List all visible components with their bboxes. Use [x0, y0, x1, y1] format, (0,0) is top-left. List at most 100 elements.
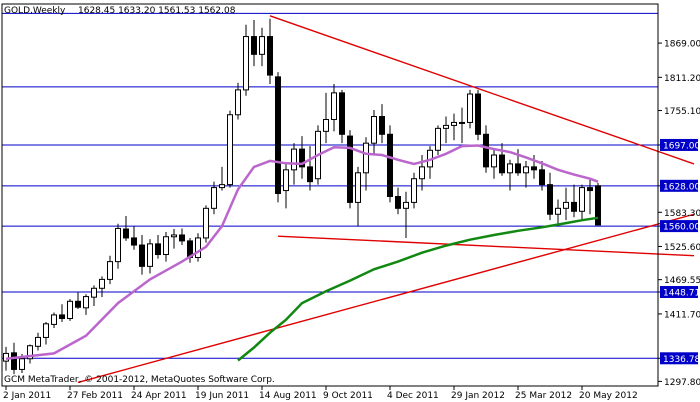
candle-body — [51, 314, 57, 325]
y-tick-label: 1560.00 — [663, 223, 700, 233]
y-level-box — [660, 220, 698, 233]
candle-body — [155, 243, 161, 256]
candle-body — [443, 124, 449, 129]
moving-averages — [5, 144, 599, 362]
candle-body — [251, 36, 257, 55]
x-tick-label: 9 Oct 2011 — [323, 391, 373, 401]
candle-body — [475, 93, 481, 135]
candle-body — [515, 163, 521, 174]
y-level-box — [660, 286, 698, 299]
trendlines — [77, 15, 695, 384]
candle-body — [59, 314, 65, 319]
x-tick-label: 4 Dec 2011 — [387, 391, 439, 401]
candle-body — [307, 166, 313, 183]
y-level-box — [660, 352, 698, 365]
candle-body — [595, 185, 601, 226]
candle-body — [451, 121, 457, 126]
y-tick-label: 1469.55 — [664, 276, 700, 286]
candle-body — [331, 92, 337, 120]
trendline — [269, 15, 695, 165]
y-tick-label: 1525.60 — [664, 243, 700, 253]
y-tick-label: 1411.70 — [664, 310, 700, 320]
x-tick-label: 29 Jan 2012 — [451, 391, 505, 401]
candle-body — [91, 287, 97, 298]
candle-body — [227, 114, 233, 186]
y-tick-label: 1448.71 — [663, 289, 700, 299]
horizontal-levels — [2, 12, 658, 359]
candle-body — [291, 148, 297, 171]
candle-body — [587, 187, 593, 192]
y-tick-label: 1628.00 — [663, 182, 700, 192]
candle-body — [467, 93, 473, 123]
moving-average-purple — [5, 144, 599, 361]
candle-body — [179, 234, 185, 242]
candle-body — [579, 187, 585, 212]
candle-body — [379, 116, 385, 135]
moving-average-green — [237, 216, 599, 362]
candle-body — [339, 92, 345, 135]
candle-body — [459, 121, 465, 124]
candle-body — [363, 142, 369, 174]
candle-body — [131, 237, 137, 246]
candle-body — [507, 163, 513, 174]
candle-body — [107, 261, 113, 280]
candle-body — [419, 166, 425, 180]
candle-body — [43, 323, 49, 338]
candle-body — [235, 89, 241, 116]
candle-body — [523, 166, 529, 174]
candle-body — [483, 133, 489, 168]
candle-body — [547, 184, 553, 215]
candle-body — [355, 172, 361, 203]
y-level-box — [660, 138, 698, 151]
y-tick-label: 1297.80 — [664, 378, 700, 388]
candles — [3, 18, 601, 375]
ohlc-readout: 1628.45 1633.20 1561.53 1562.08 — [78, 6, 236, 16]
chart-title: GOLD,Weekly — [4, 6, 66, 16]
candle-body — [219, 184, 225, 189]
candle-body — [3, 352, 9, 362]
candle-body — [203, 207, 209, 239]
y-tick-label: 1336.78 — [663, 355, 700, 365]
candle-body — [411, 178, 417, 203]
candle-body — [211, 187, 217, 209]
candle-body — [371, 116, 377, 144]
candle-body — [67, 300, 73, 319]
candle-body — [115, 227, 121, 263]
candle-body — [571, 201, 577, 212]
y-level-box — [660, 179, 698, 192]
candle-body — [267, 36, 273, 76]
candle-body — [531, 166, 537, 171]
candle-body — [403, 201, 409, 209]
candle-body — [323, 118, 329, 132]
candle-body — [259, 36, 265, 55]
candle-body — [395, 195, 401, 209]
candle-body — [195, 237, 201, 258]
candle-body — [75, 300, 81, 308]
x-tick-label: 14 Aug 2011 — [259, 391, 317, 401]
candle-body — [19, 358, 25, 370]
copyright-text: GCM MetaTrader, © 2001-2012, MetaQuotes … — [4, 375, 275, 385]
candle-body — [123, 228, 129, 239]
y-tick-label: 1869.00 — [664, 40, 700, 50]
candle-body — [435, 127, 441, 151]
candle-body — [555, 207, 561, 215]
candle-body — [387, 133, 393, 197]
candle-body — [275, 76, 281, 195]
candle-body — [499, 154, 505, 174]
candle-body — [563, 201, 569, 209]
candle-body — [299, 148, 305, 168]
x-tick-label: 25 Mar 2012 — [515, 391, 572, 401]
x-tick-label: 19 Jun 2011 — [195, 391, 249, 401]
x-tick-label: 27 Feb 2011 — [67, 391, 123, 401]
x-tick-label: 24 Apr 2011 — [131, 391, 187, 401]
candle-body — [35, 336, 41, 347]
candle-body — [171, 234, 177, 238]
plot-frame — [1, 3, 659, 387]
x-tick-label: 2 Jan 2011 — [3, 391, 51, 401]
candle-body — [243, 36, 249, 91]
candle-body — [347, 135, 353, 203]
y-tick-label: 1811.20 — [664, 74, 700, 84]
candle-body — [83, 296, 89, 309]
candle-body — [147, 243, 153, 267]
